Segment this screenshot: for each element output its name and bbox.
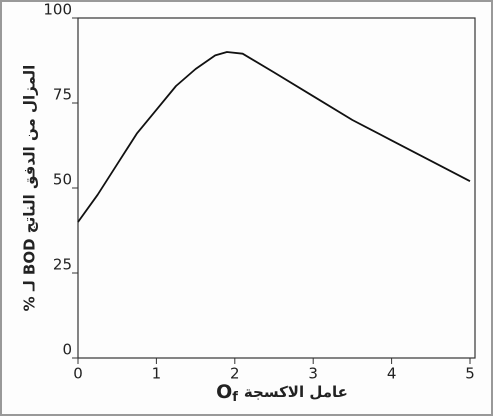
x-tick-label: 3 — [308, 365, 318, 383]
x-tick-label: 2 — [230, 365, 240, 383]
x-label-symbol: O — [216, 381, 232, 403]
x-tick-label: 4 — [387, 365, 397, 383]
x-axis-label: Of عامل الاكسجة — [216, 381, 348, 405]
y-tick-label: 50 — [53, 171, 72, 189]
y-tick-label: 100 — [43, 1, 72, 19]
y-tick-label: 75 — [53, 86, 72, 104]
x-tick-label: 1 — [152, 365, 162, 383]
x-label-subscript: f — [232, 390, 238, 405]
x-tick-label: 5 — [465, 365, 475, 383]
x-label-text: عامل الاكسجة — [244, 383, 348, 401]
curve — [77, 51, 471, 223]
x-tick-label: 0 — [73, 365, 83, 383]
y-tick-label: 25 — [53, 256, 72, 274]
y-tick-label: 0 — [62, 341, 72, 359]
y-axis-label: % لـ BOD المزال من الدفق الناتج — [21, 65, 39, 312]
